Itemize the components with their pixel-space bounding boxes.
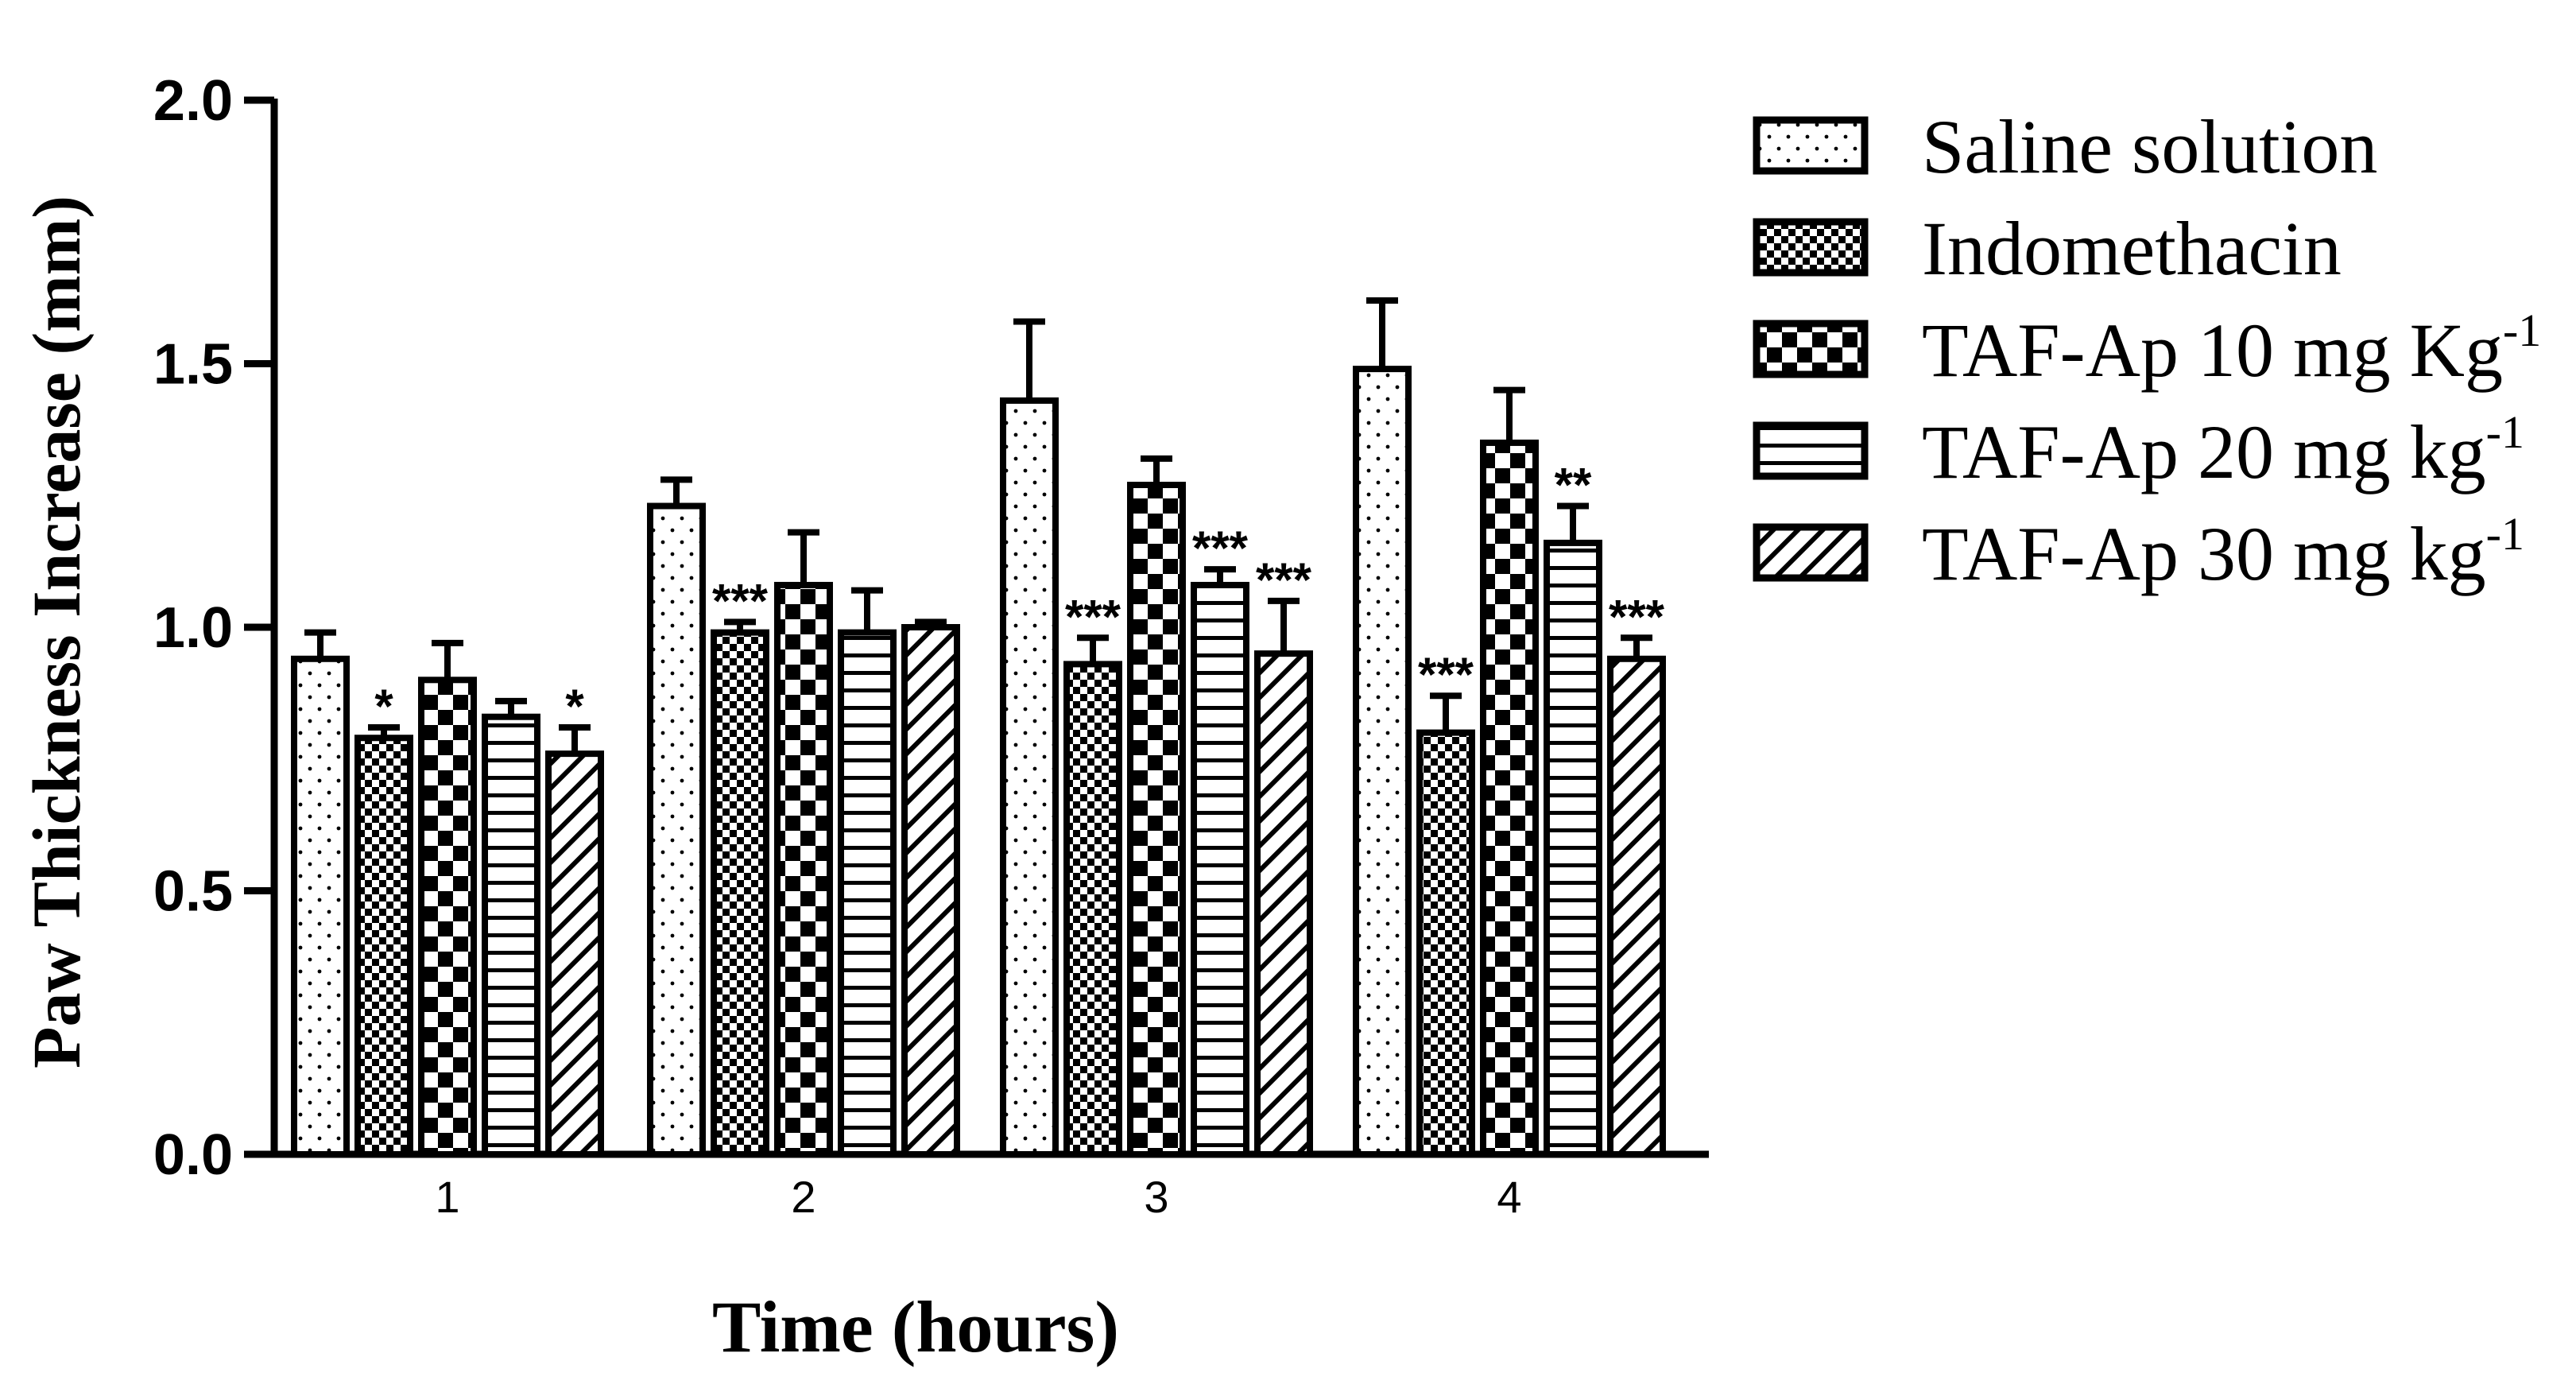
bar	[1544, 539, 1602, 1157]
y-tick-label: 0.0	[153, 1123, 233, 1187]
significance-label: ***	[1256, 553, 1312, 607]
x-axis-title: Time (hours)	[712, 1286, 1119, 1367]
y-tick-label: 2.0	[153, 69, 233, 133]
bar	[418, 677, 477, 1157]
significance-label: ***	[1609, 590, 1665, 643]
legend-label-superscript: -1	[2486, 508, 2524, 560]
bar	[1607, 655, 1666, 1157]
legend-label: TAF-Ap 30 mg kg-1	[1922, 508, 2524, 596]
legend-swatch	[1753, 218, 1869, 277]
bar	[482, 713, 540, 1157]
legend-swatch	[1753, 523, 1869, 582]
bar	[354, 735, 413, 1157]
y-tick-label: 0.5	[153, 860, 233, 924]
significance-label: *	[565, 680, 584, 733]
bar	[1063, 661, 1122, 1157]
bar	[711, 629, 769, 1157]
bar	[774, 581, 833, 1157]
bar	[838, 629, 897, 1157]
bar	[545, 750, 604, 1157]
legend-label: Saline solution	[1922, 104, 2377, 189]
bar	[647, 502, 706, 1157]
significance-label: ***	[1192, 522, 1249, 575]
legend-swatch	[1753, 320, 1869, 378]
plot-area: 0.00.51.01.52.0**** ******************1 2 3…	[153, 69, 1709, 1222]
legend-label: TAF-Ap 10 mg Kg-1	[1922, 304, 2541, 393]
legend-swatch	[1753, 421, 1869, 480]
bar	[1480, 439, 1539, 1157]
legend-swatch	[1753, 116, 1869, 175]
y-tick-label: 1.5	[153, 333, 233, 397]
significance-label: ***	[1065, 590, 1121, 643]
bar	[901, 624, 960, 1157]
x-tick-label: 4	[1497, 1172, 1521, 1222]
legend-label-text: Saline solution	[1922, 104, 2377, 189]
legend-label-text: Indomethacin	[1922, 206, 2342, 291]
legend-label-superscript: -1	[2486, 406, 2524, 458]
bar	[1191, 581, 1249, 1157]
x-tick-label: 3	[1144, 1172, 1168, 1222]
bar	[1000, 397, 1059, 1158]
y-axis-title: Paw Thickness Increase (mm)	[18, 196, 95, 1068]
bar	[1416, 729, 1475, 1157]
x-tick-label: 2	[791, 1172, 815, 1222]
bar	[1254, 650, 1313, 1157]
bar	[1353, 366, 1412, 1157]
bar	[291, 655, 350, 1157]
significance-label: *	[374, 680, 393, 733]
x-tick-label: 1	[435, 1172, 459, 1222]
bar	[1127, 481, 1186, 1157]
significance-label: ***	[712, 574, 769, 627]
legend-label-text: TAF-Ap 10 mg Kg	[1922, 308, 2503, 393]
legend-label: TAF-Ap 20 mg kg-1	[1922, 406, 2524, 494]
legend-label-text: TAF-Ap 20 mg kg	[1922, 409, 2486, 494]
legend: Saline solution Indomethacin TAF-Ap 10 mg …	[1753, 104, 2541, 596]
legend-label: Indomethacin	[1922, 206, 2342, 291]
significance-label: ***	[1418, 648, 1474, 701]
y-tick-label: 1.0	[153, 596, 233, 660]
significance-label: **	[1555, 459, 1592, 512]
legend-label-text: TAF-Ap 30 mg kg	[1922, 511, 2486, 596]
legend-label-superscript: -1	[2503, 304, 2541, 356]
